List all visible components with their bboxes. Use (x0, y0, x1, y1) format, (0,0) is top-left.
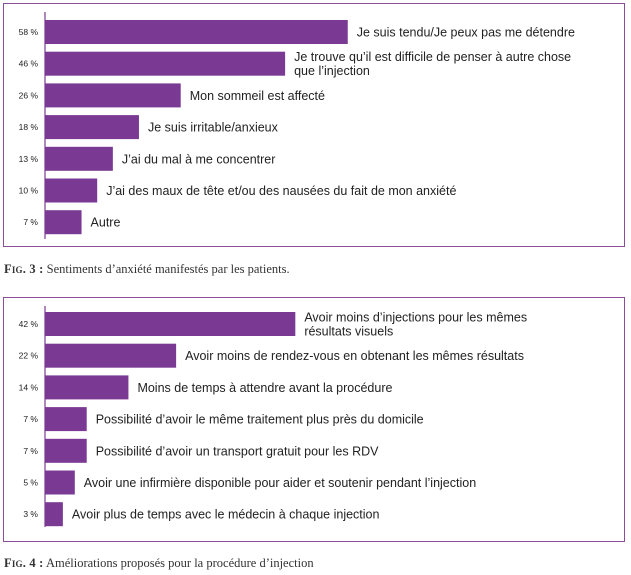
fig3-category-label: Mon sommeil est affecté (190, 89, 325, 103)
fig3-value-label: 10 % (19, 186, 39, 196)
figure-4-panel: 42 % Avoir moins d’injections pour les mê… (3, 297, 625, 542)
fig4-value-label: 42 % (19, 319, 39, 329)
fig4-value-label: 7 % (23, 414, 38, 424)
fig3-bar (45, 20, 348, 44)
fig4-bar (45, 343, 177, 368)
fig3-category-label: Autre (91, 216, 121, 230)
figure-3-panel: 58 % Je suis tendu/Je peux pas me détendr… (3, 3, 625, 247)
fig4-bar (45, 470, 75, 495)
fig3-category-label: J’ai des maux de tête et/ou des nausées … (106, 184, 456, 198)
fig4-category-label: Avoir plus de temps avec le médecin à ch… (72, 508, 380, 522)
fig3-value-label: 7 % (23, 217, 38, 227)
fig4-category-label: Avoir moins de rendez-vous en obtenant l… (185, 349, 524, 363)
figure-3-caption: Fig. 3 : Sentiments d’anxiété manifestés… (4, 262, 290, 277)
fig3-bar (45, 115, 139, 140)
fig4-bar (45, 502, 63, 527)
fig3-value-label: 26 % (19, 90, 39, 100)
fig3-category-label: que l’injection (294, 64, 370, 78)
fig4-category-label: Moins de temps à attendre avant la procé… (137, 381, 392, 395)
fig3-value-label: 46 % (19, 59, 39, 69)
fig3-bar (45, 51, 286, 76)
fig4-category-label: Possibilité d’avoir un transport gratuit… (96, 444, 379, 458)
fig4-value-label: 14 % (19, 382, 39, 392)
fig4-category-label: Avoir une infirmière disponible pour aid… (84, 476, 476, 490)
figure-3-caption-label: Fig. 3 : (4, 262, 44, 276)
figure-4-caption: Fig. 4 : Améliorations proposés pour la … (4, 556, 314, 571)
fig4-bar (45, 438, 87, 463)
fig3-value-label: 18 % (19, 122, 39, 132)
fig4-bar (45, 407, 87, 432)
fig3-bar (45, 178, 98, 203)
fig3-category-label: Je trouve qu’il est difficile de penser … (294, 50, 571, 64)
fig3-bar (45, 146, 113, 171)
fig4-value-label: 22 % (19, 351, 39, 361)
fig4-bar (45, 375, 129, 400)
fig3-category-label: Je suis irritable/anxieux (148, 121, 279, 135)
fig4-category-label: Avoir moins d’injections pour les mêmes (304, 311, 527, 325)
figure-3-bar-chart: 58 % Je suis tendu/Je peux pas me détendr… (19, 12, 575, 239)
fig4-value-label: 7 % (23, 446, 38, 456)
fig3-category-label: Je suis tendu/Je peux pas me détendre (357, 26, 575, 40)
fig3-category-label: J’ai du mal à me concentrer (122, 152, 276, 166)
fig3-value-label: 13 % (19, 154, 39, 164)
fig4-category-label: résultats visuels (304, 325, 393, 339)
figure-4-caption-text: Améliorations proposés pour la procédure… (43, 556, 314, 570)
fig3-bar (45, 83, 181, 108)
fig4-value-label: 3 % (23, 509, 38, 519)
fig4-bar (45, 312, 296, 336)
fig4-category-label: Possibilité d’avoir le même traitement p… (96, 413, 424, 427)
fig3-bar (45, 210, 82, 235)
figure-4-caption-label: Fig. 4 : (4, 556, 44, 570)
figure-3-caption-text: Sentiments d’anxiété manifestés par les … (43, 262, 290, 276)
fig3-value-label: 58 % (19, 27, 39, 37)
fig4-value-label: 5 % (23, 478, 38, 488)
figure-4-bar-chart: 42 % Avoir moins d’injections pour les mê… (19, 306, 527, 527)
